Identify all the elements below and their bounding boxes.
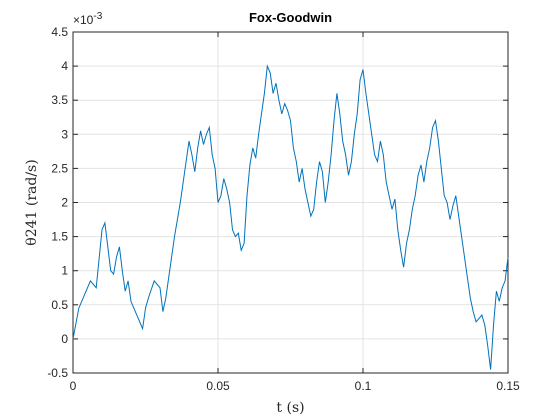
y-tick-label: 4 [61,59,68,73]
y-tick-labels: -0.5 0 0.5 1 1.5 2 2.5 3 3.5 4 4.5 [47,25,68,380]
y-axis-exponent: ×10-3 [73,11,103,27]
y-tick-label: 3.5 [51,93,68,107]
y-tick-label: 2.5 [51,161,68,175]
y-tick-label: 3 [61,127,68,141]
x-axis-label: t (s) [276,400,304,416]
y-tick-label: 2 [61,196,68,210]
x-tick-label: 0.15 [496,379,520,393]
tick-marks [72,31,509,374]
y-tick-label: 0 [61,332,68,346]
series-line [72,64,509,370]
y-axis-label: θ241 (rad/s) [24,159,40,245]
grid-lines [72,31,509,374]
y-tick-label: 0.5 [51,298,68,312]
y-tick-label: 1.5 [51,230,68,244]
x-tick-label: 0.05 [206,379,230,393]
y-tick-label: -0.5 [47,366,68,380]
chart-title: Fox-Goodwin [249,10,332,25]
x-tick-labels: 0 0.05 0.1 0.15 [70,379,520,393]
x-tick-label: 0 [70,379,77,393]
y-tick-label: 4.5 [51,25,68,39]
y-tick-label: 1 [61,264,68,278]
x-tick-label: 0.1 [355,379,372,393]
